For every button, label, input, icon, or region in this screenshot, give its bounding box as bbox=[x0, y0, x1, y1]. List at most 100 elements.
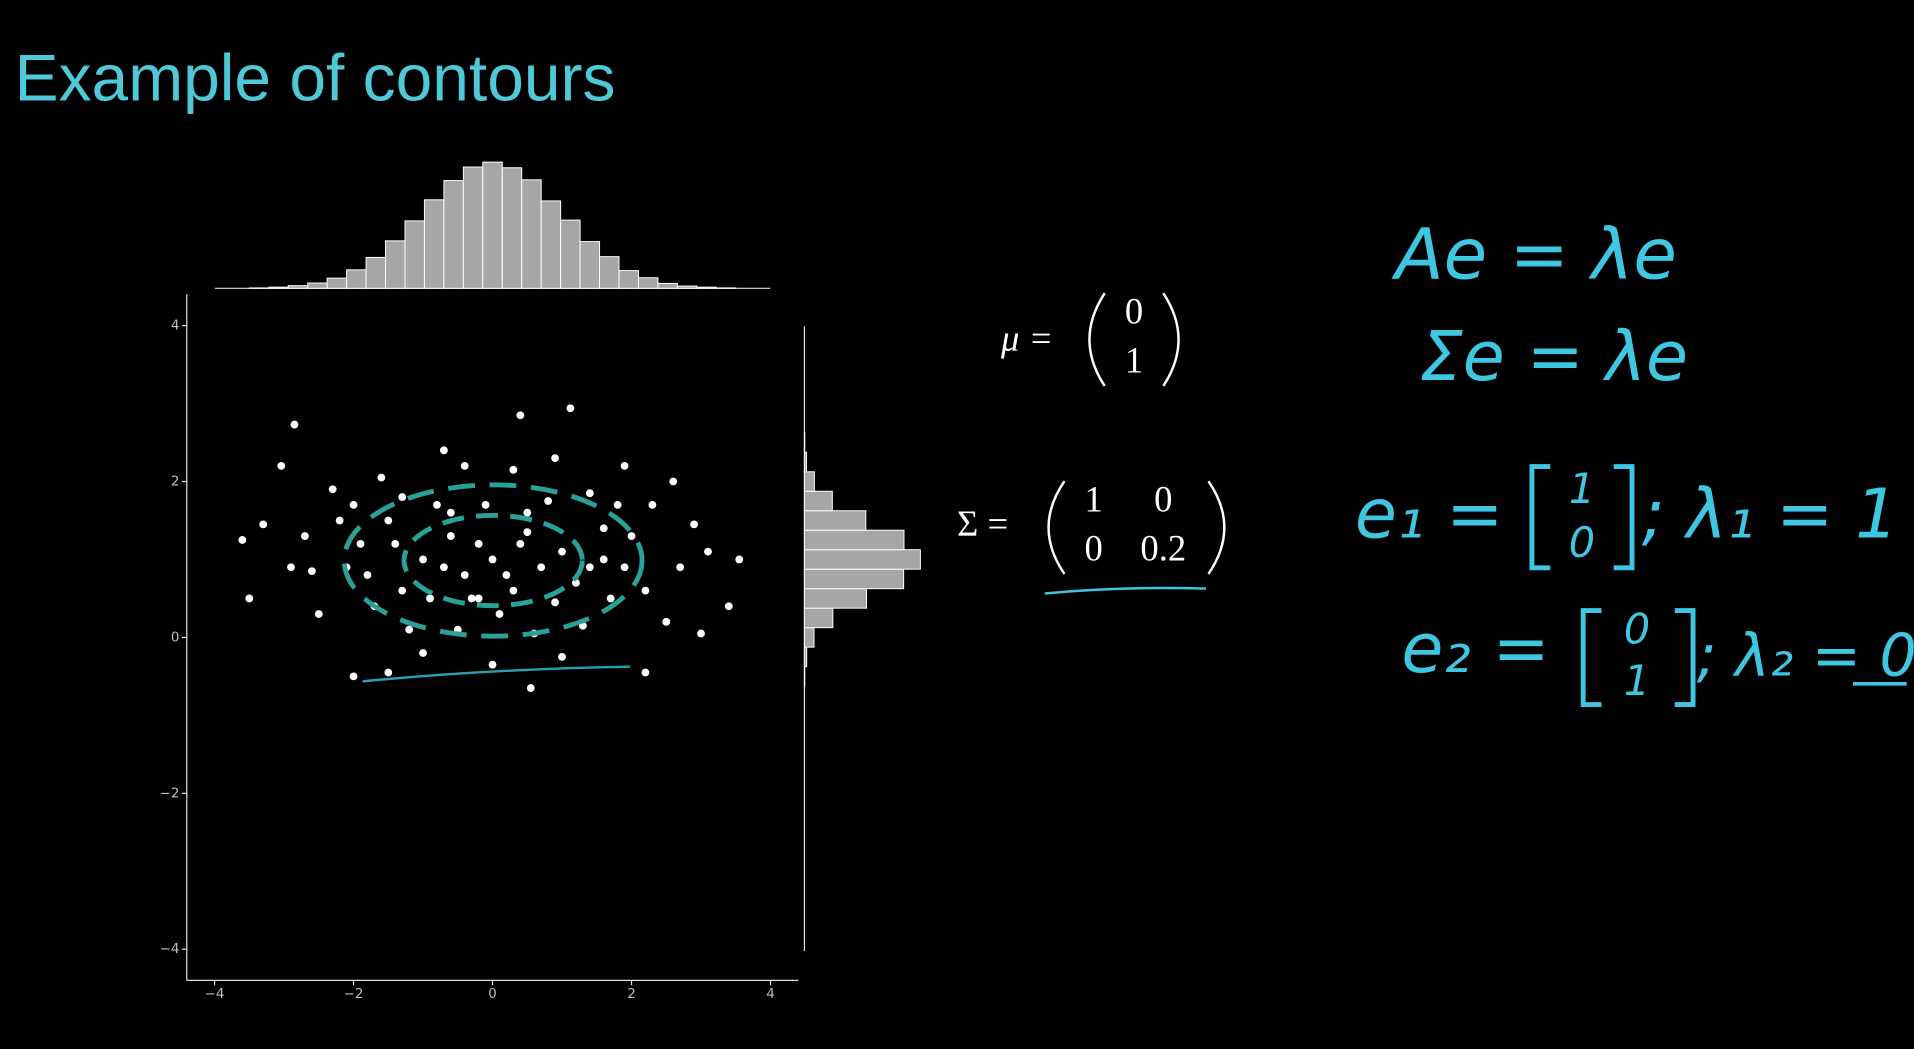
x-tick-label: −2 bbox=[344, 987, 364, 1002]
mean-label: μ = bbox=[1000, 317, 1053, 358]
scatter-point bbox=[460, 462, 469, 470]
scatter-point bbox=[606, 594, 615, 603]
scatter-point bbox=[419, 649, 427, 657]
scatter-point bbox=[558, 652, 566, 661]
scatter-point bbox=[287, 563, 295, 572]
scatter-point bbox=[238, 536, 247, 544]
y-tick-label: −4 bbox=[160, 942, 180, 957]
right-hist-bar bbox=[803, 451, 807, 473]
scatter-point bbox=[349, 500, 358, 509]
top-hist-bar bbox=[287, 285, 309, 289]
scatter-point bbox=[516, 539, 525, 548]
scatter-point bbox=[537, 563, 546, 572]
scatter-point bbox=[523, 508, 532, 517]
right-hist-bar bbox=[803, 510, 867, 531]
slide-title: Example of contours bbox=[15, 41, 616, 115]
right-hist-bar bbox=[803, 588, 867, 609]
scatter-point bbox=[551, 454, 559, 463]
top-hist-bar bbox=[501, 167, 523, 289]
bracket bbox=[1529, 464, 1551, 571]
scatter-point bbox=[307, 567, 316, 576]
top-hist-bar bbox=[637, 277, 659, 289]
top-hist-bar bbox=[326, 277, 348, 289]
scatter-point bbox=[495, 610, 504, 618]
scatter-point bbox=[363, 571, 372, 579]
scatter-point bbox=[585, 489, 594, 498]
scatter-point bbox=[349, 672, 358, 681]
right-hist-bar bbox=[803, 627, 815, 648]
top-hist-bar bbox=[404, 220, 425, 289]
note-line: Ae = λe bbox=[1391, 213, 1677, 296]
cov-entry: 0 bbox=[1085, 527, 1103, 568]
scatter-point bbox=[551, 598, 559, 607]
scatter-point bbox=[627, 532, 636, 540]
scatter-point bbox=[676, 563, 685, 572]
right-hist-bar bbox=[803, 529, 905, 551]
bracket bbox=[1580, 608, 1602, 707]
scatter-point bbox=[419, 555, 427, 564]
inner-contour bbox=[401, 512, 585, 609]
top-hist-bar bbox=[482, 161, 503, 289]
scatter-point bbox=[426, 594, 434, 603]
top-hist-bar bbox=[696, 286, 717, 289]
right-hist-bar bbox=[803, 646, 808, 668]
paren bbox=[1047, 480, 1066, 575]
scatter-point bbox=[391, 539, 400, 548]
scatter-point bbox=[697, 629, 705, 638]
top-hist-bar bbox=[618, 270, 639, 289]
scatter-point bbox=[335, 516, 344, 525]
bracket bbox=[1674, 608, 1696, 707]
scatter-point bbox=[377, 473, 386, 482]
scatter-point bbox=[398, 493, 407, 501]
note-e2-eigenvalue: ; λ₂ = 0.2 bbox=[1697, 621, 1914, 689]
top-hist-bar bbox=[462, 166, 484, 289]
scatter-point bbox=[526, 684, 535, 692]
note-e1-label: e₁ = bbox=[1355, 476, 1503, 555]
scatter-point bbox=[662, 617, 671, 626]
scatter-point bbox=[648, 500, 657, 509]
scatter-point bbox=[474, 594, 483, 603]
top-hist-bar bbox=[521, 179, 542, 289]
scatter-point bbox=[384, 668, 393, 677]
scatter-point bbox=[558, 547, 566, 556]
note-e2-entry: 0 bbox=[1624, 605, 1650, 654]
scatter-point bbox=[724, 602, 733, 611]
scatter-point bbox=[566, 404, 575, 413]
mean-entry: 1 bbox=[1125, 339, 1143, 380]
note-e2-label: e₂ = bbox=[1401, 610, 1549, 689]
scatter-point bbox=[384, 516, 393, 525]
scatter-point bbox=[641, 668, 650, 677]
scatter-point bbox=[356, 539, 365, 548]
cov-entry: 0 bbox=[1154, 479, 1172, 520]
y-tick-label: −2 bbox=[160, 786, 180, 801]
scatter-point bbox=[488, 555, 497, 564]
y-tick-label: 2 bbox=[171, 474, 180, 489]
right-hist-bar bbox=[803, 607, 834, 629]
scatter-point bbox=[405, 625, 414, 634]
scatter-point bbox=[585, 563, 594, 572]
cov-entry: 1 bbox=[1085, 479, 1103, 520]
scatter-point bbox=[439, 446, 448, 455]
scatter-point bbox=[704, 547, 712, 556]
note-line: Σe = λe bbox=[1420, 318, 1688, 397]
scatter-point bbox=[446, 532, 455, 540]
right-hist-bar bbox=[803, 471, 815, 492]
scatter-point bbox=[572, 578, 580, 587]
scatter-point bbox=[690, 520, 698, 529]
mean-entry: 0 bbox=[1125, 291, 1143, 332]
top-hist-bar bbox=[657, 282, 678, 289]
cov-label: Σ = bbox=[957, 503, 1008, 544]
scatter-point bbox=[516, 411, 525, 420]
scatter-point bbox=[544, 497, 553, 505]
top-hist-bar bbox=[307, 282, 328, 289]
right-hist-bar bbox=[803, 568, 905, 590]
scatter-point bbox=[620, 563, 629, 572]
scatter-points bbox=[238, 404, 744, 692]
scatter-point bbox=[481, 500, 490, 509]
top-hist-bar bbox=[443, 180, 464, 289]
top-hist-bar bbox=[365, 256, 387, 289]
scatter-point bbox=[509, 465, 518, 474]
scatter-point bbox=[300, 532, 309, 540]
scatter-point bbox=[277, 462, 286, 470]
